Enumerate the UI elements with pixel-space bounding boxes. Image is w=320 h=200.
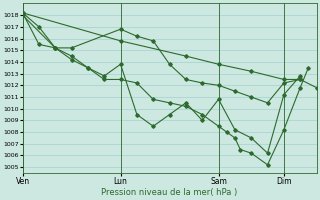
X-axis label: Pression niveau de la mer( hPa ): Pression niveau de la mer( hPa ) <box>101 188 238 197</box>
